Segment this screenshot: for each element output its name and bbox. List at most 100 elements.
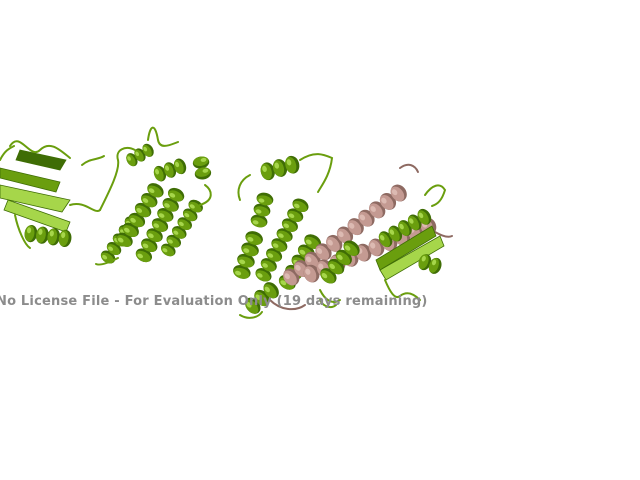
beta-strand — [0, 167, 61, 193]
helix-turn-highlight — [167, 239, 173, 244]
helix-turn-highlight — [153, 223, 160, 228]
helix-turn-highlight — [135, 151, 140, 157]
helix-turn-highlight — [178, 221, 184, 227]
helix-turn-highlight — [124, 227, 130, 233]
helix-turn-highlight — [409, 218, 414, 224]
helix-turn-highlight — [370, 242, 376, 249]
helix — [192, 156, 212, 180]
domain-right — [319, 184, 447, 303]
helix-turn-highlight — [136, 207, 143, 213]
loop — [69, 202, 101, 213]
domain-helical-bundle — [81, 126, 212, 266]
loop — [147, 126, 179, 147]
helix — [24, 225, 72, 247]
loop — [9, 140, 71, 159]
helix — [255, 198, 309, 282]
helix-turn-front — [428, 258, 439, 273]
helix-turn-highlight — [329, 263, 335, 270]
helix-turn-highlight — [108, 246, 114, 251]
helix-pink — [283, 184, 407, 286]
helix — [250, 192, 274, 228]
helix-turn-front — [241, 245, 258, 257]
helix-turn-highlight — [137, 253, 144, 259]
helix-turn-highlight — [257, 273, 263, 278]
helix-turn-front — [245, 233, 262, 245]
helix-turn-highlight — [348, 222, 355, 229]
helix-turn-highlight — [327, 239, 333, 246]
loop — [99, 147, 136, 211]
helix-turn-highlight — [272, 243, 279, 248]
helix-turn-highlight — [391, 189, 398, 196]
helix-turn-highlight — [162, 248, 168, 253]
helix — [161, 199, 203, 257]
helix — [320, 240, 360, 284]
helix-turn-highlight — [235, 270, 242, 276]
helix-turn-highlight — [421, 255, 426, 262]
loop-pink — [269, 299, 306, 311]
loop-pink — [434, 231, 453, 238]
loop — [384, 279, 421, 301]
helix-turn-front — [253, 206, 270, 217]
helix-turn-highlight — [344, 245, 351, 251]
helix-turn-highlight — [399, 223, 404, 230]
helix — [135, 187, 185, 263]
loop — [319, 289, 341, 303]
loop — [424, 184, 447, 207]
helix-turn-highlight — [321, 272, 328, 279]
helix-turn-highlight — [359, 214, 366, 221]
loop — [14, 214, 31, 249]
helix-turn-highlight — [202, 168, 209, 173]
helix-turn-highlight — [337, 254, 343, 260]
helix-turn-highlight — [288, 213, 295, 219]
helix-turn-highlight — [431, 259, 437, 266]
helix-turn-highlight — [169, 193, 176, 198]
loop — [199, 184, 212, 206]
helix-turn-highlight — [418, 212, 424, 219]
helix-turn-highlight — [305, 239, 312, 245]
helix-turn-highlight — [278, 233, 284, 238]
helix — [153, 158, 187, 182]
helix-turn-highlight — [299, 249, 306, 255]
helix-turn-highlight — [130, 217, 136, 223]
helix-turn-highlight — [26, 227, 32, 234]
helix-turn-front — [233, 267, 250, 279]
helix-turn-highlight — [148, 233, 154, 238]
helix — [378, 208, 432, 248]
helix-turn-front — [251, 217, 267, 228]
helix-turn-front — [36, 227, 46, 243]
helix-turn-highlight — [143, 146, 148, 152]
helix-turn-highlight — [389, 229, 395, 235]
loop — [0, 145, 15, 161]
helix-turn-highlight — [255, 294, 261, 300]
helix-turn-highlight — [184, 213, 190, 218]
helix-turn-highlight — [379, 235, 385, 241]
helix-turn-highlight — [316, 248, 323, 254]
helix-turn-highlight — [264, 286, 270, 293]
domain-left — [0, 140, 101, 249]
helix-turn-highlight — [258, 198, 265, 203]
helix-turn-highlight — [370, 206, 376, 212]
helix-turn-highlight — [318, 263, 324, 270]
beta-strand — [15, 149, 67, 171]
helix-turn-highlight — [246, 302, 252, 308]
helix-turn-highlight — [381, 197, 387, 204]
helix-turn-highlight — [189, 204, 195, 209]
helix-turn-front — [256, 195, 273, 206]
helix-turn-highlight — [127, 156, 131, 161]
helix-turn-highlight — [267, 253, 274, 258]
loop — [239, 311, 263, 319]
helix-turn-highlight — [239, 259, 246, 265]
helix-turn-highlight — [173, 230, 179, 235]
helix-turn-highlight — [142, 198, 149, 203]
loop — [299, 153, 334, 193]
helix — [116, 183, 164, 247]
helix-turn-highlight — [294, 203, 300, 209]
helix-turn-highlight — [148, 188, 155, 194]
helix — [245, 282, 279, 314]
helix — [126, 143, 154, 167]
helix-turn-highlight — [117, 237, 124, 243]
loop — [81, 155, 105, 166]
helix-turn-highlight — [175, 161, 180, 168]
